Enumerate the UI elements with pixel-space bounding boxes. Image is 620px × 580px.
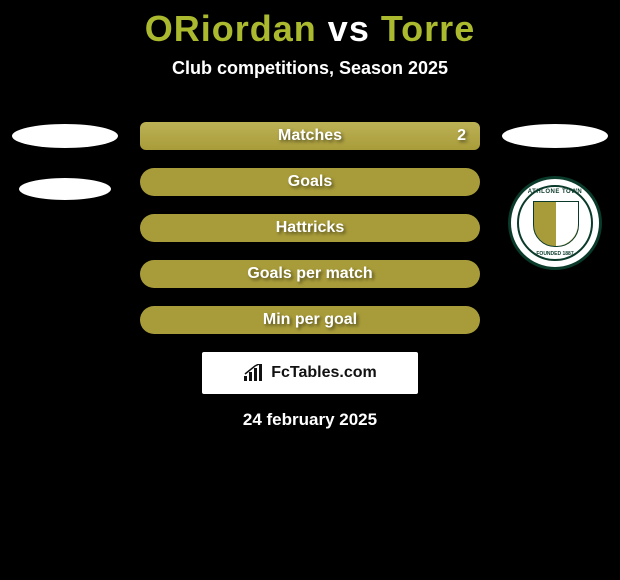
stat-bar-gpm: Goals per match [140,260,480,288]
brand-chart-icon [243,364,265,382]
crest-text-bottom: FOUNDED 1887 [511,251,599,257]
left-badge-1 [12,124,118,148]
player1-name: ORiordan [145,8,317,49]
brand-box: FcTables.com [202,352,418,394]
right-column: ATHLONE TOWN FOUNDED 1887 [490,116,620,270]
crest-shield-left [534,202,556,246]
club-crest: ATHLONE TOWN FOUNDED 1887 [508,176,602,270]
page-title: ORiordan vs Torre [0,0,620,50]
stat-bar-matches: Matches 2 [140,122,480,150]
brand-text: FcTables.com [271,364,377,382]
stat-bar-goals: Goals [140,168,480,196]
vs-label: vs [328,8,370,49]
stat-bar-hattricks: Hattricks [140,214,480,242]
date-stamp: 24 february 2025 [140,410,480,430]
left-badge-2 [19,178,111,200]
stats-column: Matches 2 Goals Hattricks Goals per matc… [140,122,480,430]
stat-label: Goals [288,173,332,191]
stat-value-right: 2 [457,127,466,145]
subtitle: Club competitions, Season 2025 [0,58,620,79]
stat-label: Hattricks [276,219,344,237]
stat-label: Goals per match [247,265,372,283]
stat-bar-mpg: Min per goal [140,306,480,334]
stat-label: Matches [278,127,342,145]
crest-shield [533,201,579,247]
right-badge-1 [502,124,608,148]
left-column [0,116,130,200]
stat-label: Min per goal [263,311,357,329]
crest-text-top: ATHLONE TOWN [511,189,599,195]
player2-name: Torre [381,8,475,49]
